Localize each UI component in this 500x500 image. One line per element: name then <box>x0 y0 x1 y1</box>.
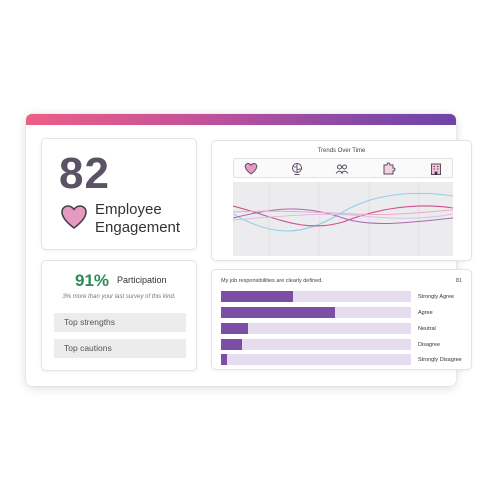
building-icon[interactable] <box>429 162 443 176</box>
trend-line <box>233 209 453 216</box>
trend-gridlines <box>268 182 420 256</box>
response-bar-fill <box>221 323 248 334</box>
participation-card[interactable]: 91% Participation 3% more than your last… <box>41 260 197 371</box>
trend-line <box>233 205 453 227</box>
response-label-agree: Agree <box>418 310 433 316</box>
trends-card: Trends Over Time <box>211 140 472 261</box>
people-icon[interactable] <box>335 162 349 176</box>
response-bar-fill <box>221 354 227 365</box>
engagement-label-line2: Engagement <box>95 219 181 236</box>
trend-plot <box>233 182 453 256</box>
response-bar-agree <box>221 307 411 318</box>
trend-category-tabs <box>233 158 453 178</box>
response-label-strongly-disagree: Strongly Disagree <box>418 357 462 363</box>
response-bar-fill <box>221 307 335 318</box>
participation-percent: 91% <box>75 271 110 290</box>
survey-score: 81 <box>455 278 462 284</box>
brain-icon[interactable] <box>290 162 304 176</box>
survey-question: My job responsibilities are clearly defi… <box>221 278 323 284</box>
engagement-score: 82 <box>59 149 110 198</box>
engagement-card[interactable]: 82 Employee Engagement <box>41 138 197 250</box>
response-bar-disagree <box>221 339 411 350</box>
response-bar-neutral <box>221 323 411 334</box>
puzzle-icon[interactable] <box>382 162 396 176</box>
participation-label: Participation <box>117 275 167 285</box>
response-bar-fill <box>221 291 294 302</box>
heart-icon[interactable] <box>244 162 258 176</box>
response-bar-strongly-disagree <box>221 354 411 365</box>
response-label-disagree: Disagree <box>418 342 441 348</box>
heart-icon <box>61 205 87 229</box>
top-cautions-row[interactable]: Top cautions <box>54 339 186 358</box>
top-strengths-row[interactable]: Top strengths <box>54 313 186 332</box>
participation-note: 3% more than your last survey of this ki… <box>62 294 176 300</box>
trend-line <box>233 192 453 232</box>
survey-question-card[interactable]: My job responsibilities are clearly defi… <box>211 269 472 370</box>
response-label-strongly-agree: Strongly Agree <box>418 294 455 300</box>
engagement-label-line1: Employee <box>95 201 162 218</box>
gradient-header-bar <box>26 114 456 125</box>
engagement-label: Employee Engagement <box>95 201 180 237</box>
response-bar-fill <box>221 339 242 350</box>
trends-title: Trends Over Time <box>317 148 366 154</box>
response-bar-strongly-agree <box>221 291 411 302</box>
response-label-neutral: Neutral <box>418 326 436 332</box>
trend-line <box>233 213 453 221</box>
